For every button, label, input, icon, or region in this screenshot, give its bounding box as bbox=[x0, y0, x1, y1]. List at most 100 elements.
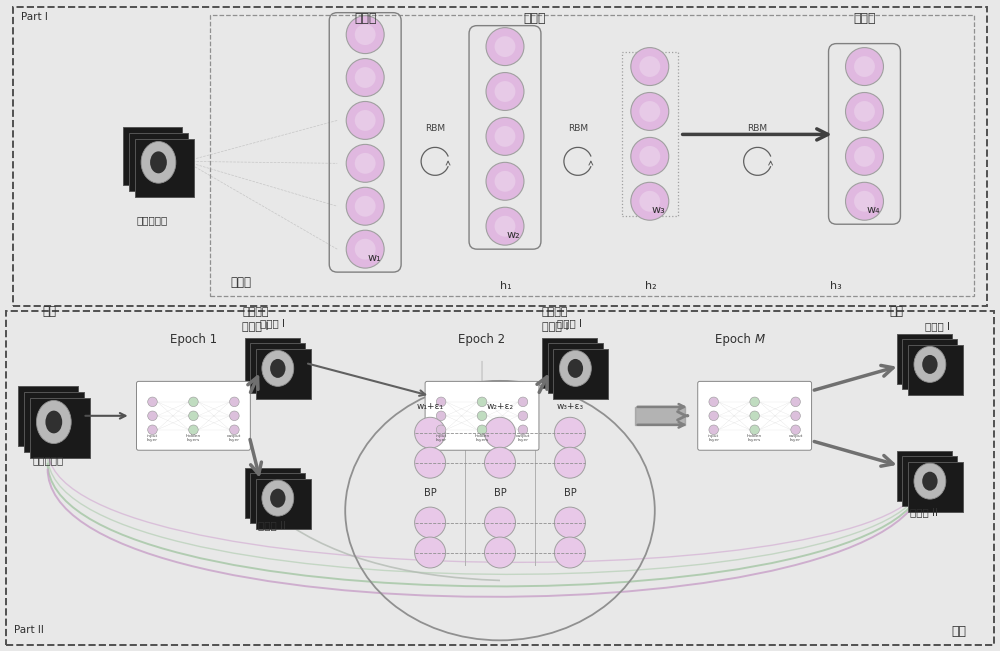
Circle shape bbox=[230, 411, 239, 421]
Circle shape bbox=[854, 146, 875, 167]
Text: w₃: w₃ bbox=[652, 205, 666, 215]
Text: hidden
layers: hidden layers bbox=[186, 434, 201, 442]
Circle shape bbox=[846, 137, 883, 175]
Ellipse shape bbox=[45, 411, 62, 434]
Text: RBM: RBM bbox=[748, 124, 768, 133]
Bar bbox=[897, 450, 952, 501]
Circle shape bbox=[846, 182, 883, 220]
Text: 示踪剂 I: 示踪剂 I bbox=[925, 321, 950, 331]
Ellipse shape bbox=[914, 464, 946, 499]
Bar bbox=[135, 139, 194, 197]
Bar bbox=[245, 467, 300, 518]
Circle shape bbox=[518, 411, 528, 421]
Text: 输入层: 输入层 bbox=[354, 12, 376, 25]
Circle shape bbox=[518, 425, 528, 435]
Text: 隐藏层: 隐藏层 bbox=[524, 12, 546, 25]
Ellipse shape bbox=[150, 151, 167, 173]
Circle shape bbox=[631, 92, 669, 130]
Bar bbox=[622, 51, 678, 216]
Circle shape bbox=[495, 81, 515, 102]
Circle shape bbox=[148, 411, 157, 421]
Ellipse shape bbox=[36, 400, 71, 443]
Bar bbox=[897, 334, 952, 384]
Circle shape bbox=[486, 162, 524, 201]
Text: 粗糙分离: 粗糙分离 bbox=[242, 307, 269, 317]
Circle shape bbox=[355, 110, 376, 131]
Text: Epoch: Epoch bbox=[715, 333, 755, 346]
Text: Epoch 2: Epoch 2 bbox=[458, 333, 506, 346]
Circle shape bbox=[477, 397, 487, 407]
Bar bbox=[129, 133, 188, 191]
Circle shape bbox=[415, 507, 446, 538]
Circle shape bbox=[495, 36, 515, 57]
Text: w₁+ε₁: w₁+ε₁ bbox=[417, 402, 444, 411]
Circle shape bbox=[554, 447, 585, 478]
Bar bbox=[30, 398, 90, 458]
Circle shape bbox=[639, 191, 660, 212]
Circle shape bbox=[631, 48, 669, 85]
Circle shape bbox=[554, 507, 585, 538]
Text: 输入: 输入 bbox=[43, 305, 57, 318]
Text: 输出: 输出 bbox=[889, 305, 903, 318]
Bar bbox=[908, 462, 963, 512]
Text: RBM: RBM bbox=[425, 124, 445, 133]
Circle shape bbox=[486, 72, 524, 111]
Bar bbox=[13, 7, 987, 306]
Text: input
layer: input layer bbox=[435, 434, 447, 442]
Text: 示踪剂 II: 示踪剂 II bbox=[258, 521, 286, 531]
Circle shape bbox=[436, 397, 446, 407]
Circle shape bbox=[846, 48, 883, 85]
Circle shape bbox=[415, 537, 446, 568]
Text: RBM: RBM bbox=[568, 124, 588, 133]
Circle shape bbox=[709, 425, 718, 435]
Text: input
layer: input layer bbox=[147, 434, 158, 442]
Text: BP: BP bbox=[564, 488, 576, 497]
Circle shape bbox=[346, 187, 384, 225]
FancyBboxPatch shape bbox=[137, 381, 250, 450]
Text: w₂: w₂ bbox=[507, 230, 521, 240]
Circle shape bbox=[486, 207, 524, 245]
Circle shape bbox=[639, 146, 660, 167]
Circle shape bbox=[750, 411, 759, 421]
Circle shape bbox=[750, 397, 759, 407]
Circle shape bbox=[477, 425, 487, 435]
Circle shape bbox=[415, 417, 446, 449]
Circle shape bbox=[846, 92, 883, 130]
Text: 粗糙分离: 粗糙分离 bbox=[542, 307, 568, 317]
Bar bbox=[123, 128, 182, 186]
Text: w₄: w₄ bbox=[866, 205, 880, 215]
FancyBboxPatch shape bbox=[698, 381, 812, 450]
Circle shape bbox=[436, 411, 446, 421]
Circle shape bbox=[355, 196, 376, 217]
Circle shape bbox=[495, 171, 515, 192]
Text: 示踪剂 I: 示踪剂 I bbox=[260, 318, 285, 328]
Text: 示踪剂 I: 示踪剂 I bbox=[557, 318, 582, 328]
Circle shape bbox=[485, 537, 515, 568]
Circle shape bbox=[346, 145, 384, 182]
Bar bbox=[18, 386, 78, 446]
Circle shape bbox=[791, 411, 800, 421]
Ellipse shape bbox=[141, 141, 176, 183]
Ellipse shape bbox=[270, 489, 285, 508]
Bar bbox=[908, 345, 963, 395]
Ellipse shape bbox=[914, 346, 946, 382]
Text: 输出层: 输出层 bbox=[853, 12, 876, 25]
Circle shape bbox=[495, 215, 515, 237]
Text: 示踪剂 II: 示踪剂 II bbox=[910, 508, 938, 518]
Circle shape bbox=[189, 425, 198, 435]
Circle shape bbox=[750, 425, 759, 435]
Text: M: M bbox=[755, 333, 765, 346]
Bar bbox=[6, 311, 994, 645]
Text: 示踪剂 I: 示踪剂 I bbox=[542, 321, 568, 331]
Circle shape bbox=[355, 24, 376, 45]
Text: hidden
layers: hidden layers bbox=[747, 434, 762, 442]
Circle shape bbox=[436, 425, 446, 435]
Circle shape bbox=[485, 417, 515, 449]
Circle shape bbox=[355, 239, 376, 260]
Circle shape bbox=[639, 101, 660, 122]
Circle shape bbox=[486, 117, 524, 156]
Text: hidden
layers: hidden layers bbox=[474, 434, 490, 442]
Text: Part II: Part II bbox=[14, 626, 44, 635]
Bar bbox=[542, 338, 597, 388]
Bar bbox=[256, 478, 311, 529]
